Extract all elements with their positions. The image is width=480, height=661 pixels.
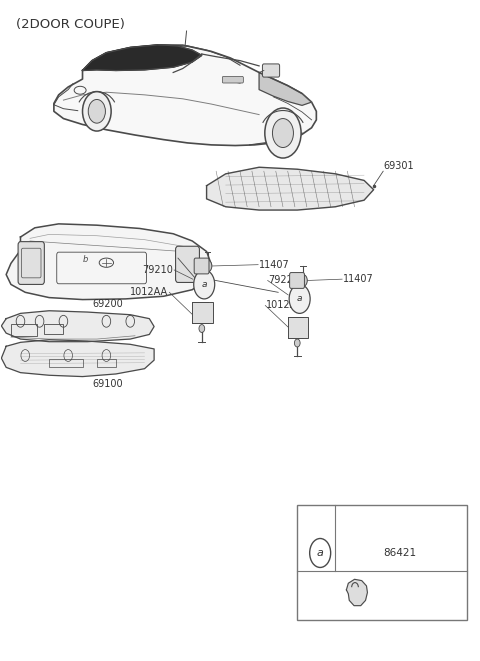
FancyBboxPatch shape [176,247,199,282]
Text: a: a [297,294,302,303]
Text: 69301: 69301 [383,161,414,171]
Circle shape [88,99,106,123]
FancyBboxPatch shape [222,77,243,83]
Text: 69100: 69100 [92,379,123,389]
Circle shape [199,325,204,332]
Bar [288,317,308,338]
Bar [297,505,467,620]
Text: 11407: 11407 [343,274,374,284]
Text: 1012AA: 1012AA [266,301,304,311]
Text: a: a [317,548,324,558]
Polygon shape [1,311,154,342]
Text: 11407: 11407 [259,260,290,270]
Circle shape [289,284,310,313]
FancyBboxPatch shape [18,242,44,284]
Text: 1012AA: 1012AA [130,288,168,297]
Polygon shape [206,167,373,210]
Polygon shape [83,45,202,71]
Text: b: b [82,255,87,264]
Circle shape [83,92,111,131]
Text: a: a [202,280,207,289]
FancyBboxPatch shape [194,258,209,274]
Bar [44,324,63,334]
Circle shape [265,108,301,158]
Text: 69200: 69200 [92,299,123,309]
Circle shape [299,274,307,286]
FancyBboxPatch shape [289,272,304,288]
Text: 79220: 79220 [269,276,300,286]
Text: 86421: 86421 [384,548,417,558]
Bar [49,360,83,368]
FancyBboxPatch shape [263,64,280,77]
Bar [192,302,213,323]
Polygon shape [54,45,316,145]
Circle shape [203,260,212,272]
Polygon shape [259,73,312,105]
Bar [11,324,37,336]
Polygon shape [347,579,367,605]
Circle shape [194,270,215,299]
Polygon shape [1,340,154,377]
Circle shape [273,118,293,147]
Text: (2DOOR COUPE): (2DOOR COUPE) [16,18,125,31]
Text: 79210: 79210 [142,265,173,275]
Bar [97,360,116,368]
Polygon shape [6,224,211,299]
Circle shape [294,339,300,347]
